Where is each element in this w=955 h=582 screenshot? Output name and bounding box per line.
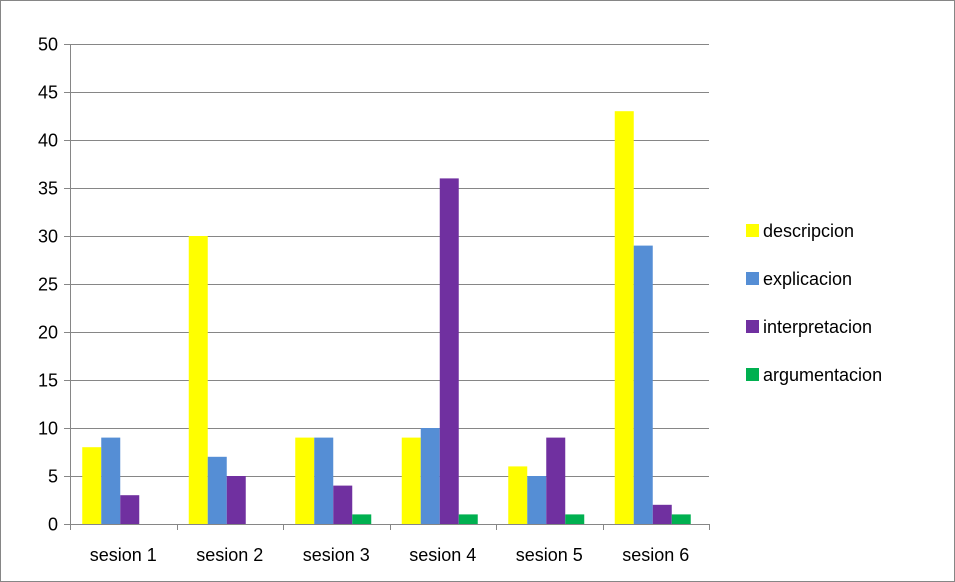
x-tick-label: sesion 4 (409, 545, 476, 565)
gridlines (70, 44, 709, 477)
x-axis-tick-labels: sesion 1 sesion 2 sesion 3 sesion 4 sesion 5… (90, 545, 690, 565)
bar-argumentacion-sesion-3 (352, 514, 372, 524)
x-tick-label: sesion 2 (196, 545, 263, 565)
axes (64, 44, 710, 530)
bar-descripcion-sesion-2 (188, 236, 208, 524)
bar-interpretacion-sesion-3 (333, 485, 353, 524)
bar-argumentacion-sesion-5 (565, 514, 585, 524)
bar-explicacion-sesion-3 (314, 437, 334, 524)
bar-descripcion-sesion-3 (295, 437, 315, 524)
y-axis-tick-labels: 0 5 10 15 20 25 30 35 40 45 50 (38, 35, 58, 535)
bar-interpretacion-sesion-4 (439, 178, 459, 524)
bar-argumentacion-sesion-6 (671, 514, 691, 524)
x-tick-label: sesion 1 (90, 545, 157, 565)
bars (82, 111, 691, 524)
bar-interpretacion-sesion-6 (652, 504, 672, 524)
bar-descripcion-sesion-1 (82, 447, 102, 524)
y-tick-label: 15 (38, 371, 58, 391)
x-tick-label: sesion 3 (303, 545, 370, 565)
y-tick-label: 45 (38, 83, 58, 103)
legend-label-interpretacion: interpretacion (763, 317, 872, 337)
bar-interpretacion-sesion-2 (226, 476, 246, 524)
legend-label-descripcion: descripcion (763, 221, 854, 241)
bar-explicacion-sesion-4 (420, 428, 440, 524)
bar-interpretacion-sesion-1 (120, 495, 140, 524)
y-tick-label: 5 (48, 467, 58, 487)
legend-swatch-argumentacion (746, 368, 759, 381)
y-tick-label: 10 (38, 419, 58, 439)
bar-explicacion-sesion-5 (527, 476, 547, 524)
y-tick-label: 35 (38, 179, 58, 199)
legend-swatch-descripcion (746, 224, 759, 237)
y-tick-label: 40 (38, 131, 58, 151)
legend-label-explicacion: explicacion (763, 269, 852, 289)
y-tick-label: 25 (38, 275, 58, 295)
y-tick-label: 30 (38, 227, 58, 247)
bar-interpretacion-sesion-5 (546, 437, 566, 524)
bar-explicacion-sesion-2 (207, 456, 227, 524)
x-tick-label: sesion 6 (622, 545, 689, 565)
bar-descripcion-sesion-4 (401, 437, 421, 524)
bar-descripcion-sesion-6 (614, 111, 634, 524)
y-tick-label: 50 (38, 35, 58, 55)
bar-argumentacion-sesion-4 (458, 514, 478, 524)
y-tick-label: 0 (48, 515, 58, 535)
x-tick-label: sesion 5 (516, 545, 583, 565)
legend: descripcion explicacion interpretacion argu… (746, 221, 882, 385)
bar-explicacion-sesion-1 (101, 437, 121, 524)
legend-swatch-explicacion (746, 272, 759, 285)
y-tick-label: 20 (38, 323, 58, 343)
bar-explicacion-sesion-6 (633, 245, 653, 524)
legend-swatch-interpretacion (746, 320, 759, 333)
legend-label-argumentacion: argumentacion (763, 365, 882, 385)
bar-descripcion-sesion-5 (508, 466, 528, 524)
